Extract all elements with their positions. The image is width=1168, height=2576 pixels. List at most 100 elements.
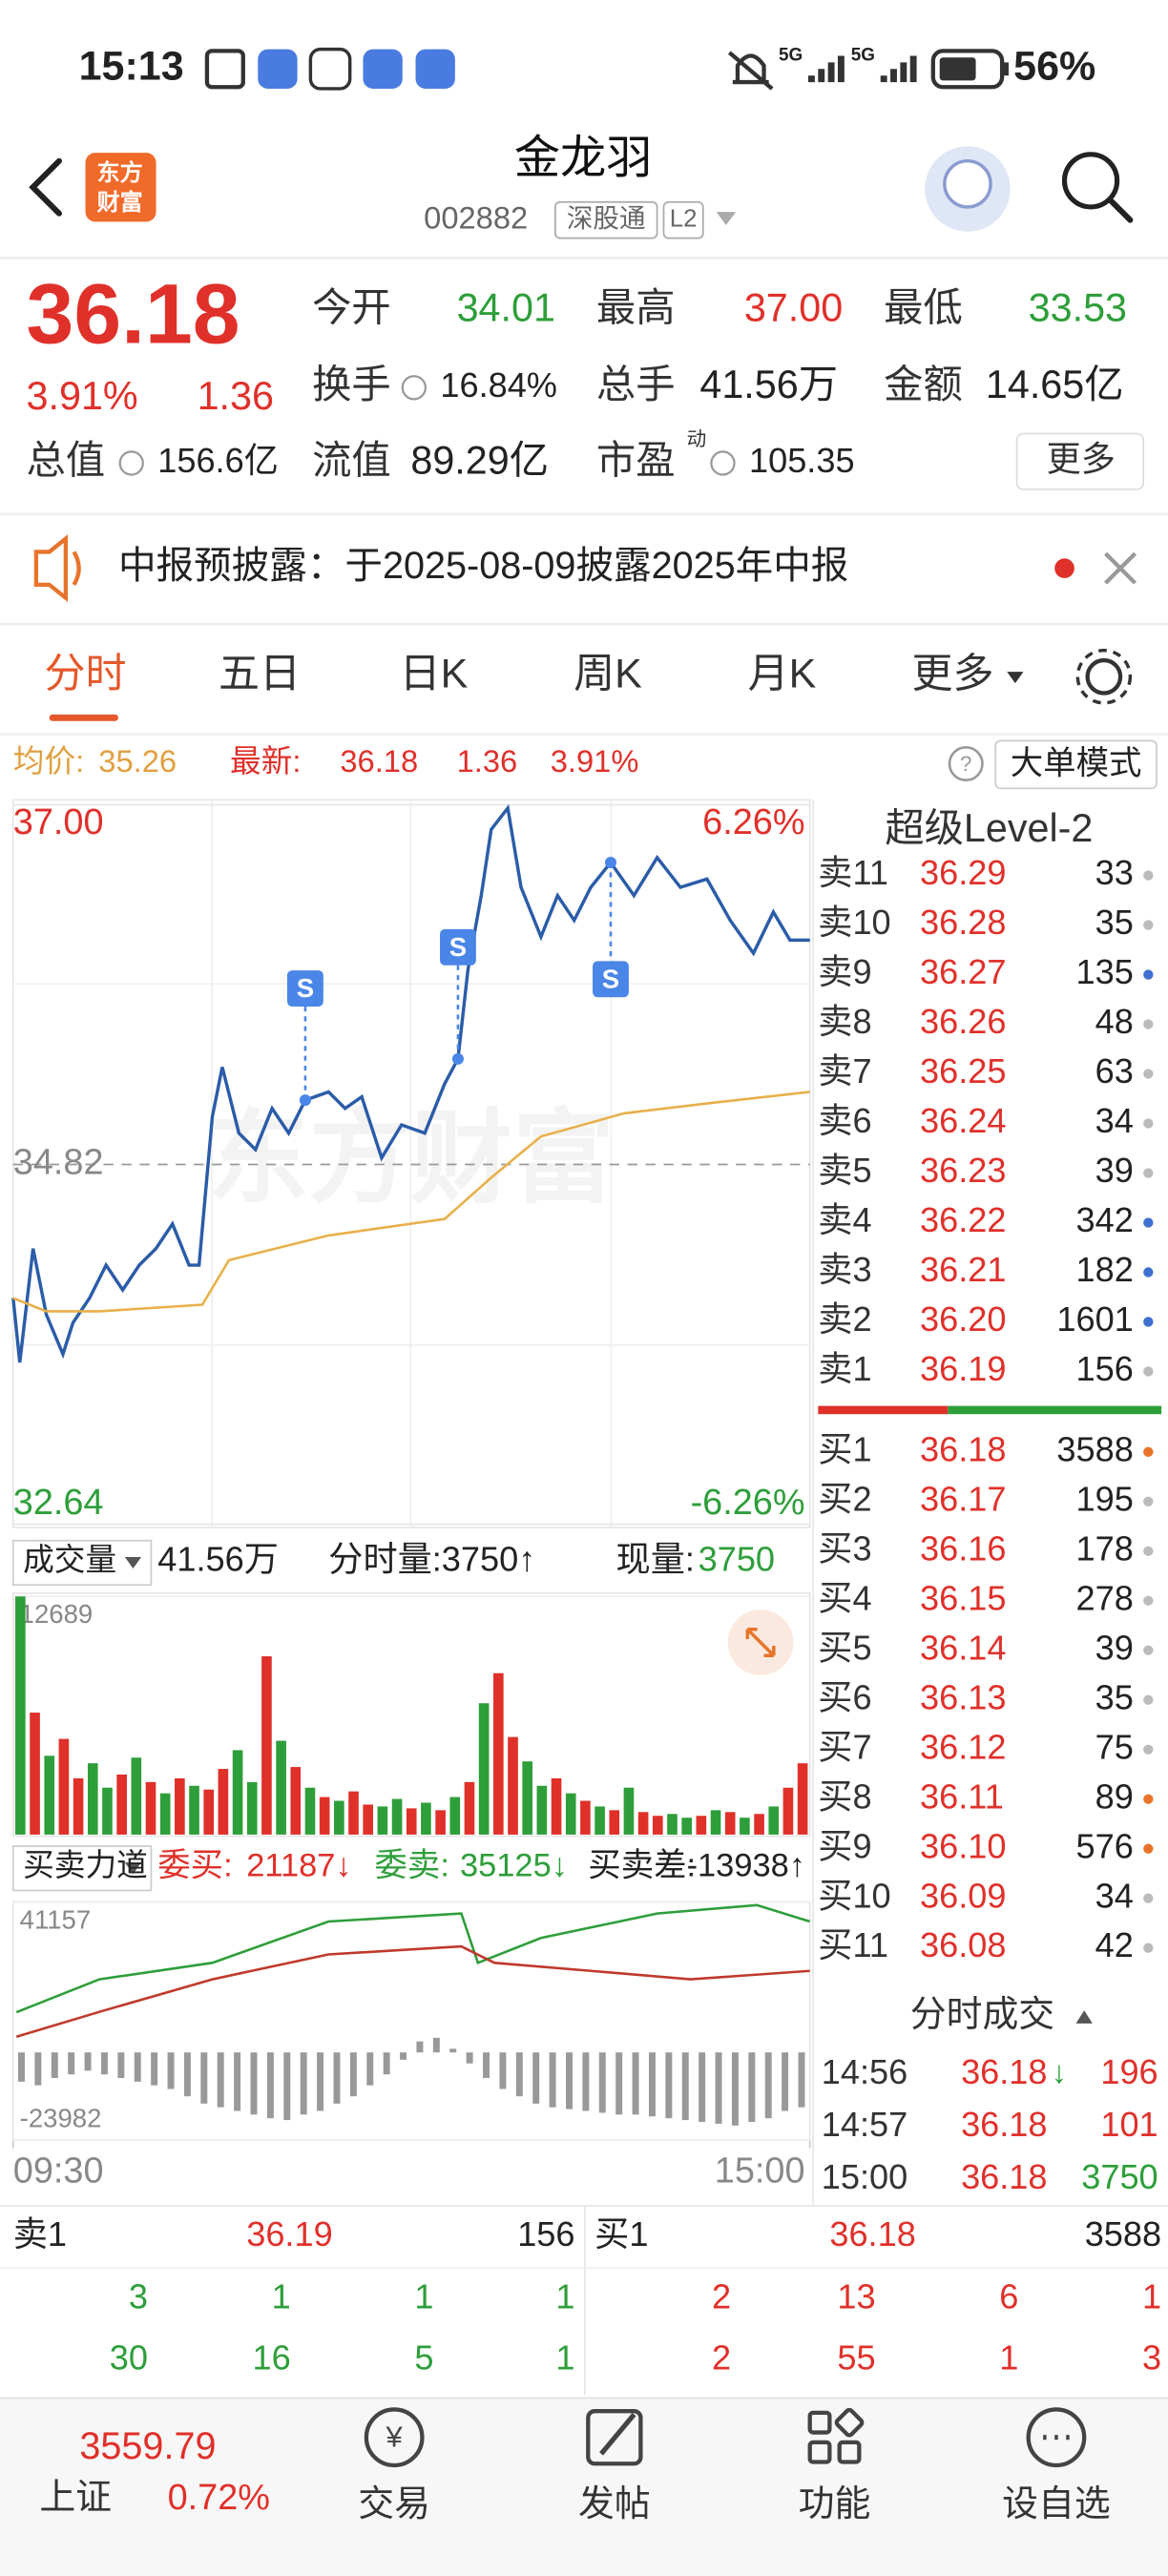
level-dot [1143, 1694, 1154, 1705]
trade-price: 36.18 [961, 2157, 1047, 2196]
diff-bar [764, 2052, 772, 2119]
trades-title[interactable]: 分时成交 [910, 1995, 1054, 2035]
x-tick-label: 09:30 [13, 2151, 104, 2192]
level-dot [1143, 1019, 1154, 1029]
indicator-name[interactable]: 买卖力道 [23, 1847, 148, 1882]
nav-item[interactable]: 设自选 [1002, 2484, 1111, 2524]
more-button-label[interactable]: 更多 [1047, 439, 1116, 478]
ask-queue: 1 [414, 2277, 433, 2316]
volume-bar [203, 1789, 215, 1835]
volume-bar [334, 1800, 344, 1835]
flow-line [15, 1944, 810, 2038]
avg-label: 均价: [13, 743, 84, 779]
nav-item[interactable]: 发帖 [578, 2484, 651, 2524]
tab[interactable]: 周K [574, 652, 642, 697]
volume-bar [175, 1777, 185, 1835]
back-button[interactable] [29, 157, 62, 217]
unread-dot [1054, 558, 1074, 578]
dropdown[interactable] [11, 1539, 153, 1587]
volume-bar [276, 1740, 286, 1835]
volume-bar [304, 1787, 316, 1835]
annotation-label[interactable]: S [297, 973, 314, 1003]
settings-button[interactable] [1085, 657, 1123, 696]
annotation-box[interactable] [440, 928, 476, 966]
tab[interactable]: 更多 [911, 652, 993, 697]
diff-bar [466, 2052, 473, 2064]
badge [662, 200, 704, 239]
level-label: 买2 [818, 1479, 871, 1518]
level-volume: 182 [1076, 1250, 1134, 1289]
ask-price: 36.19 [246, 2214, 332, 2254]
diff-bar [400, 2052, 407, 2060]
annotation-label[interactable]: S [449, 932, 467, 962]
trade-time: 14:57 [822, 2105, 907, 2144]
annotation-box[interactable] [593, 961, 629, 998]
annotation-box[interactable] [286, 970, 323, 1007]
nav-item[interactable]: 功能 [799, 2484, 871, 2524]
app-icon [308, 47, 352, 91]
nav-item[interactable]: 交易 [358, 2484, 430, 2524]
close-button[interactable] [1104, 551, 1137, 585]
help-icon[interactable] [948, 745, 984, 782]
annotation-point [604, 857, 616, 869]
diff-bar [167, 2052, 175, 2089]
stock-code: 002882 [424, 199, 528, 235]
bid-queue: 3 [1142, 2337, 1161, 2377]
dropdown[interactable] [11, 1845, 153, 1892]
level-label: 买8 [818, 1776, 871, 1816]
volume-bar [782, 1787, 794, 1835]
volume-bar [435, 1810, 446, 1835]
notice-bar[interactable] [0, 513, 1168, 625]
mode-button[interactable] [994, 739, 1158, 790]
volume-bar [116, 1774, 127, 1835]
change: 1.36 [198, 374, 274, 418]
price-line [11, 803, 810, 1363]
field-value: 14.65亿 [986, 363, 1124, 406]
diff-bar [632, 2052, 639, 2115]
level-dot [1143, 1168, 1154, 1178]
trade-icon[interactable] [364, 2407, 425, 2468]
network-type: 5G [779, 46, 803, 66]
last-price: 36.18 [27, 265, 240, 361]
indicator-name[interactable]: 成交量 [23, 1542, 116, 1577]
more-button[interactable] [1015, 432, 1145, 490]
level-volume: 34 [1095, 1876, 1134, 1915]
level-label: 卖4 [818, 1200, 871, 1239]
tab[interactable]: 日K [400, 652, 469, 697]
level-price: 36.29 [920, 853, 1006, 892]
mode-label[interactable]: 大单模式 [1011, 745, 1142, 781]
annotation-label[interactable]: S [602, 964, 619, 993]
volume-bar [768, 1806, 780, 1835]
volume-bar [319, 1797, 330, 1835]
battery-tip [1003, 62, 1010, 76]
nfc-icon [204, 49, 245, 90]
tab[interactable]: 月K [748, 652, 817, 697]
field-value: 37.00 [744, 285, 843, 329]
diff-bar [333, 2052, 341, 2104]
level-label: 卖11 [818, 853, 888, 892]
diff-bar [748, 2052, 756, 2123]
level-volume: 63 [1095, 1051, 1134, 1091]
change-value: 1.36 [457, 743, 518, 779]
speaker-icon [33, 534, 81, 603]
level-price: 36.22 [920, 1200, 1006, 1239]
volume-bar [652, 1816, 663, 1835]
watchlist-icon[interactable] [1026, 2407, 1087, 2468]
function-icon[interactable] [807, 2407, 865, 2464]
tab[interactable]: 五日 [219, 652, 301, 697]
post-icon[interactable] [586, 2409, 643, 2466]
index-value[interactable]: 3559.79 [79, 2425, 216, 2467]
volume-bar [246, 1781, 258, 1835]
volume-bar [696, 1816, 707, 1835]
level-label: 买6 [818, 1677, 871, 1716]
level-volume: 576 [1076, 1826, 1134, 1865]
index-pct[interactable]: 0.72% [168, 2478, 270, 2518]
search-button[interactable] [1061, 152, 1120, 210]
field-label: 换手 [312, 363, 391, 406]
annotation-point [451, 1052, 464, 1065]
index-name[interactable]: 上证 [39, 2478, 112, 2518]
diff-bar [483, 2052, 490, 2079]
robot-face [943, 158, 992, 209]
tab[interactable]: 分时 [45, 652, 127, 697]
level-dot [1143, 1645, 1154, 1655]
